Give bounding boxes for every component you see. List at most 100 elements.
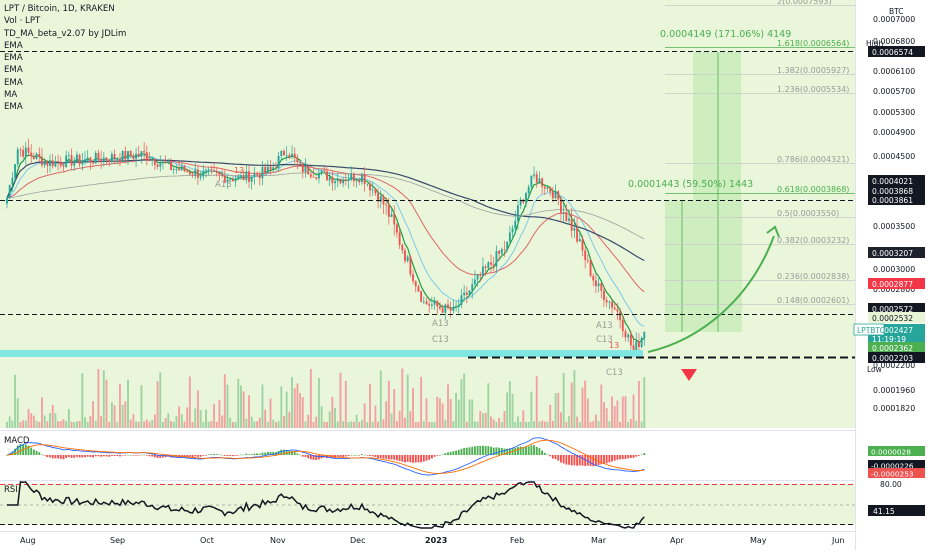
candle-body [457,304,460,306]
volume-bar [89,416,92,428]
macd-bar [621,455,624,460]
time-axis[interactable]: Aug Sep Oct Nov Dec 2023 Feb Mar Apr May Jun [20,536,845,545]
time-axis-label[interactable]: Jun [831,536,845,545]
volume-bar [573,370,576,428]
macd-bar [140,454,143,456]
time-axis-label[interactable]: Apr [670,536,685,545]
macd-bar [67,455,70,458]
time-axis-label[interactable]: 2023 [425,536,447,545]
macd-bar [135,455,138,456]
price-tick: 0.0001960 [873,386,915,395]
candle-body [543,186,546,189]
macd-bar [640,454,643,456]
ma-legend-item[interactable]: EMA [4,102,23,113]
volume-bar [296,383,299,428]
ma-legend-item[interactable]: MA [4,90,18,101]
price-tick: 0.0006800 [873,37,915,46]
volume-bar [242,391,245,428]
volume-bar [84,417,86,428]
macd-bar [339,455,342,458]
volume-bar [328,411,331,428]
price-badge-label: 0.0003868 [872,187,913,196]
volume-bar [363,403,366,428]
ma-legend-item[interactable]: EMA [4,53,23,64]
volume-bar [78,420,81,428]
macd-bar [393,455,396,460]
volume-bar [67,408,70,428]
time-axis-label[interactable]: May [750,536,767,545]
macd-bar [525,446,527,455]
candle-body [342,179,345,184]
candle-body [172,169,175,170]
volume-bar [589,421,592,428]
time-axis-label[interactable]: Dec [350,536,365,545]
rsi-badge [868,505,925,516]
volume-bar [194,408,197,428]
macd-bar [94,455,97,457]
rsi-band [0,484,855,525]
candle-body [75,154,78,162]
time-axis-label[interactable]: Nov [270,536,286,545]
volume-bar [398,410,401,428]
macd-bar [637,455,640,456]
symbol-tag[interactable]: LPTBTC [857,326,885,335]
candle-body [277,156,280,168]
candle-body [371,189,374,191]
macd-bar [148,455,151,457]
fib-label: 2(0.0007593) [777,0,832,6]
macd-bar [202,455,205,456]
ma-legend-item[interactable]: EMA [4,77,23,88]
macd-bar [110,455,113,456]
candle-body [121,150,124,163]
candle-body [100,159,103,162]
price-tick: 0.0004900 [873,128,915,137]
price-badge [868,175,925,186]
projection-arrow[interactable] [647,235,775,353]
macd-bar [533,445,535,455]
time-axis-label[interactable]: Feb [510,536,524,545]
time-axis-label[interactable]: Sep [110,536,125,545]
symbol-title[interactable]: LPT / Bitcoin, 1D, KRAKEN [4,4,115,14]
ma-line [6,152,645,343]
volume-bar [97,368,100,428]
down-triangle-icon[interactable] [681,369,697,381]
volume-indicator[interactable]: Vol · LPT [4,16,41,27]
macd-bar [379,455,382,459]
volume-bar [32,415,35,428]
time-axis-label[interactable]: Oct [200,536,214,545]
macd-bar [291,451,293,455]
volume-bar [51,404,54,428]
time-axis-label[interactable]: Mar [591,536,607,545]
volume-bar [404,417,406,428]
macd-bar [538,448,541,455]
macd-bar [522,446,525,455]
macd-bar [27,445,30,455]
candle-body [377,193,380,202]
ma-legend-item[interactable]: EMA [4,65,23,76]
candle-body [409,256,412,275]
volume-bar [175,416,178,428]
macd-bar [344,455,347,457]
candle-body [465,292,468,295]
time-axis-label[interactable]: Aug [20,536,36,545]
macd-bar [616,455,619,460]
candle-body [533,174,535,176]
td-indicator[interactable]: TD_MA_beta_v2.07 by JDLim [4,28,127,39]
price-badge [868,278,925,289]
macd-bar [506,448,509,455]
volume-bar [159,372,162,428]
candle-body [194,169,197,176]
macd-bar [468,447,471,455]
candle-body [584,250,587,260]
ma-legend-item[interactable]: EMA [4,40,23,51]
price-badge [868,194,925,205]
candle-body [506,241,509,250]
candle-body [608,301,611,303]
volume-bar [272,419,275,428]
candle-body [484,266,487,269]
macd-bar [312,455,315,460]
volume-bar [444,419,447,428]
volume-bar [288,411,291,428]
macd-bar [301,455,304,457]
